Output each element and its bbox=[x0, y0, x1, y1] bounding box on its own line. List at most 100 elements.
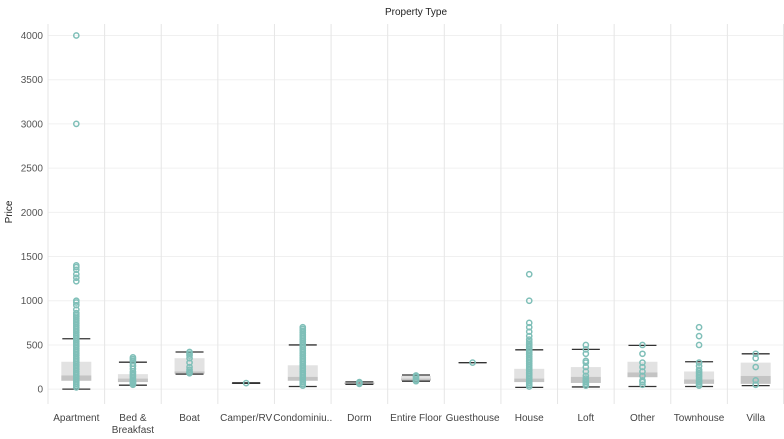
data-point bbox=[72, 120, 80, 128]
data-point bbox=[525, 319, 533, 327]
data-point bbox=[582, 372, 590, 380]
data-point bbox=[525, 338, 533, 346]
data-point bbox=[525, 270, 533, 278]
chart-title: Property Type bbox=[385, 7, 448, 18]
data-point bbox=[186, 363, 193, 371]
category-separators bbox=[47, 24, 784, 404]
data-point bbox=[752, 354, 760, 362]
data-point bbox=[186, 348, 193, 356]
box-lower bbox=[740, 375, 771, 384]
x-category-label-line: Condominiu.. bbox=[273, 413, 332, 424]
data-point bbox=[639, 381, 646, 389]
y-tick-label: 1000 bbox=[21, 296, 44, 307]
data-point bbox=[299, 323, 307, 331]
data-point bbox=[752, 350, 760, 358]
data-point bbox=[72, 274, 80, 282]
data-point bbox=[72, 32, 80, 39]
x-category-label-line: Camper/RV bbox=[220, 413, 272, 424]
y-tick-label: 3500 bbox=[21, 75, 44, 86]
x-category-label-line: Other bbox=[630, 413, 656, 424]
x-category-label-line: Boat bbox=[179, 413, 200, 424]
data-point bbox=[639, 363, 646, 371]
x-category-label: Townhouse bbox=[674, 413, 725, 424]
data-point bbox=[582, 346, 590, 353]
data-point bbox=[639, 372, 646, 380]
data-point bbox=[72, 262, 80, 269]
data-point bbox=[72, 306, 80, 313]
x-category-label-line: Loft bbox=[578, 413, 595, 424]
data-point bbox=[695, 323, 703, 331]
data-point bbox=[469, 359, 476, 366]
x-category-label-line: Entire Floor bbox=[390, 413, 442, 424]
data-point bbox=[525, 328, 533, 336]
y-tick-label: 500 bbox=[26, 340, 43, 351]
data-point bbox=[72, 270, 80, 278]
data-point bbox=[639, 359, 646, 366]
x-category-label-line: House bbox=[515, 413, 544, 424]
y-tick-label: 2000 bbox=[21, 208, 44, 219]
data-point bbox=[582, 350, 590, 358]
x-category-label: Dorm bbox=[347, 413, 371, 424]
data-point bbox=[412, 372, 420, 379]
data-point bbox=[72, 277, 80, 285]
x-category-label: Entire Floor bbox=[390, 413, 442, 424]
x-category-label-line: Guesthouse bbox=[446, 413, 500, 424]
x-category-label-line: Villa bbox=[746, 413, 765, 424]
y-tick-label: 4000 bbox=[21, 31, 44, 42]
box-lower bbox=[344, 382, 375, 385]
data-point bbox=[242, 379, 250, 387]
y-axis-ticks: 0 500 1000 1500 2000 2500 3000 3500 4000 bbox=[21, 31, 44, 396]
data-point bbox=[582, 357, 590, 365]
x-category-label: Other bbox=[630, 413, 656, 424]
x-category-label: House bbox=[515, 413, 544, 424]
data-point bbox=[582, 363, 590, 371]
x-category-label: Boat bbox=[179, 413, 200, 424]
data-point bbox=[695, 366, 703, 374]
data-point bbox=[129, 360, 137, 367]
data-point bbox=[639, 341, 646, 349]
data-point bbox=[186, 366, 193, 374]
data-point bbox=[72, 309, 80, 317]
y-tick-label: 1500 bbox=[21, 252, 44, 263]
data-point bbox=[525, 297, 533, 305]
data-point bbox=[582, 375, 590, 382]
data-point bbox=[72, 301, 80, 309]
data-point bbox=[186, 354, 193, 362]
data-point bbox=[582, 341, 590, 349]
x-category-label: Condominiu.. bbox=[273, 413, 332, 424]
x-category-label-line: Townhouse bbox=[674, 413, 725, 424]
box-upper bbox=[627, 361, 658, 373]
box-upper bbox=[570, 367, 601, 377]
x-category-label-line: Apartment bbox=[53, 413, 99, 424]
data-point bbox=[639, 368, 646, 375]
x-category-label: Bed & Breakfast bbox=[112, 413, 154, 436]
data-point bbox=[356, 378, 363, 386]
x-category-label: Apartment bbox=[53, 413, 99, 424]
y-tick-label: 2500 bbox=[21, 164, 44, 175]
data-point bbox=[695, 362, 703, 370]
data-point bbox=[752, 363, 760, 371]
x-axis-labels: Apartment Bed & Breakfast Boat Camper/RV Cond… bbox=[53, 413, 765, 436]
x-category-label: Loft bbox=[578, 413, 595, 424]
data-point bbox=[525, 323, 533, 331]
x-category-label-line: Bed & bbox=[119, 413, 147, 424]
data-point bbox=[186, 359, 193, 366]
data-point bbox=[639, 350, 646, 358]
y-axis-title: Price bbox=[4, 200, 15, 223]
data-point bbox=[695, 359, 703, 366]
data-point bbox=[695, 341, 703, 349]
data-point bbox=[72, 297, 80, 305]
x-category-label-line: Dorm bbox=[347, 413, 371, 424]
data-point bbox=[525, 336, 533, 343]
y-tick-label: 3000 bbox=[21, 119, 44, 130]
data-point bbox=[72, 266, 80, 274]
data-point bbox=[752, 381, 760, 389]
data-point bbox=[752, 376, 760, 384]
points bbox=[72, 32, 760, 391]
gridlines bbox=[48, 34, 784, 390]
data-point bbox=[525, 332, 533, 340]
x-category-label: Guesthouse bbox=[446, 413, 500, 424]
data-point bbox=[639, 376, 646, 384]
